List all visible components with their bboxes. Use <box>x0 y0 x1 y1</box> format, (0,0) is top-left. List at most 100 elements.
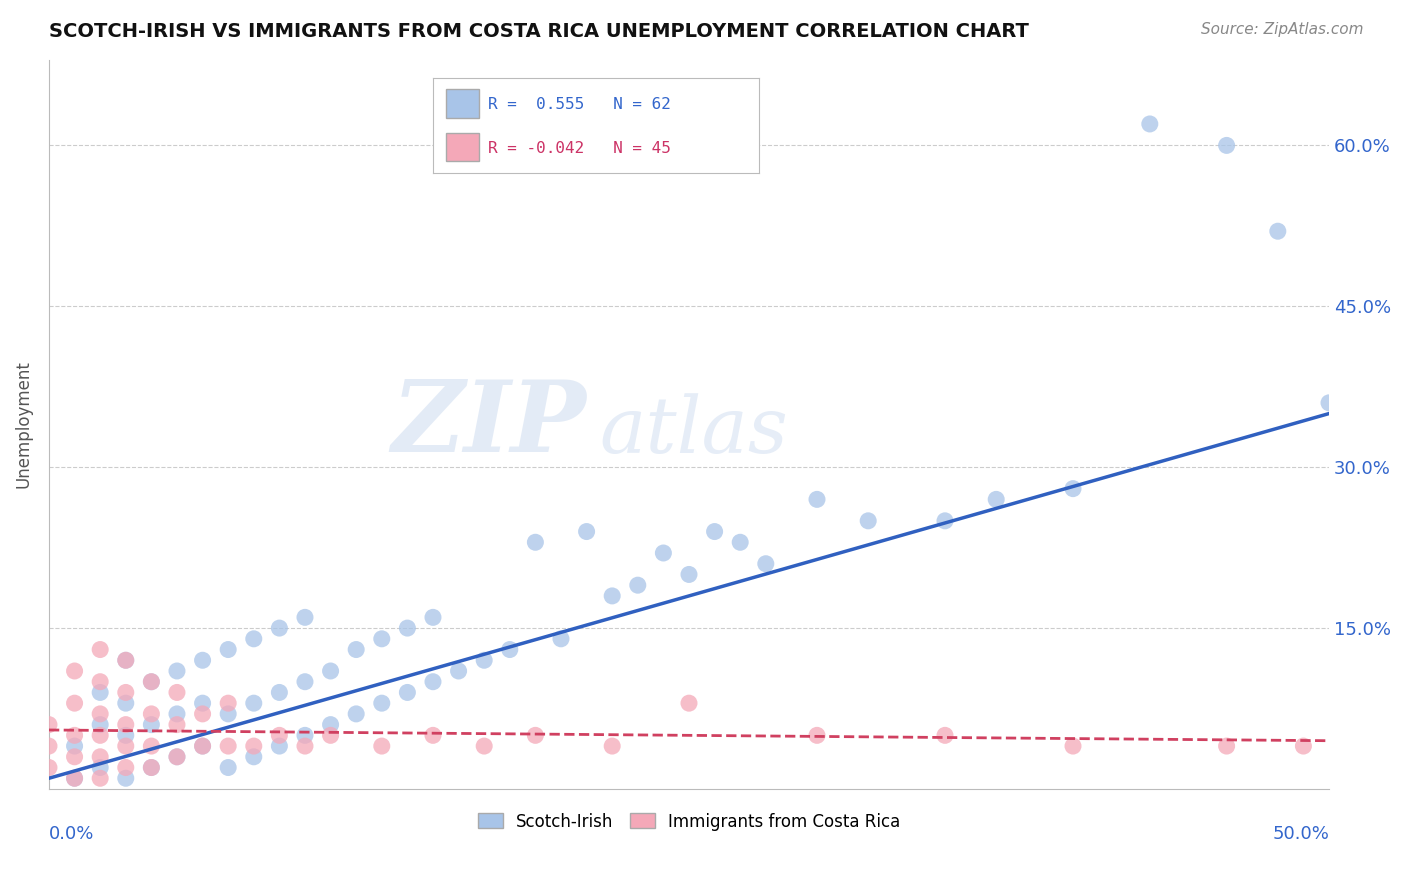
Point <box>141 760 163 774</box>
Point <box>678 567 700 582</box>
Point <box>269 728 291 742</box>
Point <box>89 728 111 742</box>
Point <box>856 514 879 528</box>
Point <box>38 717 60 731</box>
Point <box>191 653 214 667</box>
Point <box>524 535 547 549</box>
Text: atlas: atlas <box>599 393 789 470</box>
Point <box>1267 224 1289 238</box>
Point <box>934 514 956 528</box>
Point <box>191 706 214 721</box>
Point <box>114 728 136 742</box>
Point <box>166 706 188 721</box>
Point <box>141 739 163 753</box>
Point <box>703 524 725 539</box>
Point <box>38 739 60 753</box>
Point <box>63 771 86 785</box>
Point <box>550 632 572 646</box>
Point <box>806 492 828 507</box>
Point <box>63 739 86 753</box>
Point <box>242 749 264 764</box>
Point <box>422 728 444 742</box>
Point <box>89 760 111 774</box>
Point <box>600 589 623 603</box>
Point <box>89 717 111 731</box>
Point <box>396 685 419 699</box>
Text: SCOTCH-IRISH VS IMMIGRANTS FROM COSTA RICA UNEMPLOYMENT CORRELATION CHART: SCOTCH-IRISH VS IMMIGRANTS FROM COSTA RI… <box>49 22 1029 41</box>
Point <box>89 674 111 689</box>
Point <box>166 749 188 764</box>
Point <box>242 632 264 646</box>
Point <box>472 653 495 667</box>
Point <box>755 557 778 571</box>
Point <box>114 685 136 699</box>
Point <box>141 706 163 721</box>
Text: Source: ZipAtlas.com: Source: ZipAtlas.com <box>1201 22 1364 37</box>
Point <box>472 739 495 753</box>
Point <box>1062 739 1084 753</box>
Point <box>141 674 163 689</box>
Point <box>1317 396 1340 410</box>
Point <box>575 524 598 539</box>
Point <box>422 674 444 689</box>
Point <box>319 728 342 742</box>
Point <box>166 749 188 764</box>
Point <box>319 717 342 731</box>
Point <box>371 739 394 753</box>
Point <box>63 696 86 710</box>
Y-axis label: Unemployment: Unemployment <box>15 360 32 488</box>
Point <box>191 696 214 710</box>
Point <box>422 610 444 624</box>
Point <box>191 739 214 753</box>
Point <box>806 728 828 742</box>
Point <box>89 749 111 764</box>
Point <box>371 696 394 710</box>
Point <box>319 664 342 678</box>
Point <box>141 760 163 774</box>
Point <box>1215 138 1237 153</box>
Point <box>294 674 316 689</box>
Point <box>63 728 86 742</box>
Point <box>294 739 316 753</box>
Point <box>191 739 214 753</box>
Point <box>63 664 86 678</box>
Point <box>89 771 111 785</box>
Point <box>114 717 136 731</box>
Point <box>38 760 60 774</box>
Point <box>344 706 367 721</box>
Point <box>1062 482 1084 496</box>
Point <box>166 664 188 678</box>
Point <box>89 685 111 699</box>
Point <box>63 749 86 764</box>
Point <box>114 653 136 667</box>
Point <box>114 653 136 667</box>
Point <box>89 642 111 657</box>
Point <box>1139 117 1161 131</box>
Point <box>217 706 239 721</box>
Text: ZIP: ZIP <box>392 376 586 473</box>
Point <box>269 685 291 699</box>
Text: 50.0%: 50.0% <box>1272 825 1329 844</box>
Point <box>63 771 86 785</box>
Point <box>242 739 264 753</box>
Point <box>447 664 470 678</box>
Point <box>499 642 522 657</box>
Point <box>217 739 239 753</box>
Point <box>600 739 623 753</box>
Point <box>166 717 188 731</box>
Point <box>114 696 136 710</box>
Point <box>89 706 111 721</box>
Point <box>141 674 163 689</box>
Point <box>217 760 239 774</box>
Point <box>344 642 367 657</box>
Point <box>371 632 394 646</box>
Point <box>396 621 419 635</box>
Point <box>627 578 650 592</box>
Point <box>524 728 547 742</box>
Point <box>728 535 751 549</box>
Point <box>141 717 163 731</box>
Point <box>934 728 956 742</box>
Point <box>652 546 675 560</box>
Legend: Scotch-Irish, Immigrants from Costa Rica: Scotch-Irish, Immigrants from Costa Rica <box>470 805 908 839</box>
Point <box>217 696 239 710</box>
